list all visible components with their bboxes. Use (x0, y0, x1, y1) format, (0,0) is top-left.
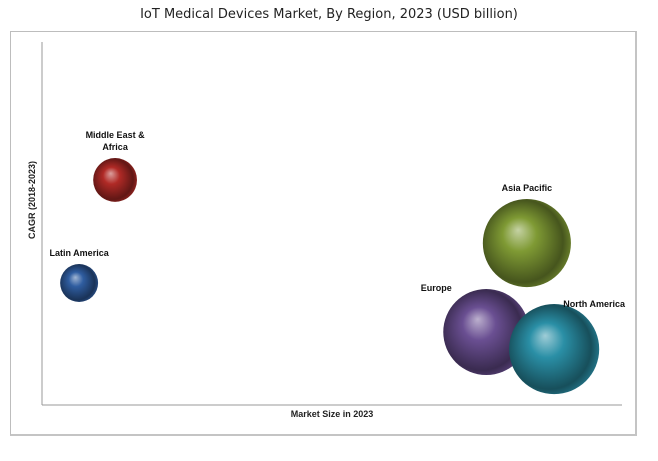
bubble-north-america (509, 304, 600, 395)
bubble-label: North America (563, 299, 626, 309)
x-axis-label: Market Size in 2023 (291, 409, 374, 419)
bubble-label: Middle East & (86, 130, 146, 140)
chart-title: IoT Medical Devices Market, By Region, 2… (140, 7, 518, 22)
chart-frame (10, 31, 637, 436)
bubble-label: Latin America (50, 248, 110, 258)
bubble-label: Africa (102, 142, 129, 152)
bubble-label: Europe (421, 283, 452, 293)
bubble-middle-east-africa (93, 158, 137, 202)
bubble-latin-america (60, 264, 99, 303)
y-axis-label: CAGR (2018-2023) (27, 161, 37, 239)
bubble-asia-pacific (482, 199, 571, 288)
bubble-label: Asia Pacific (502, 183, 553, 193)
bubble-europe (443, 289, 530, 376)
